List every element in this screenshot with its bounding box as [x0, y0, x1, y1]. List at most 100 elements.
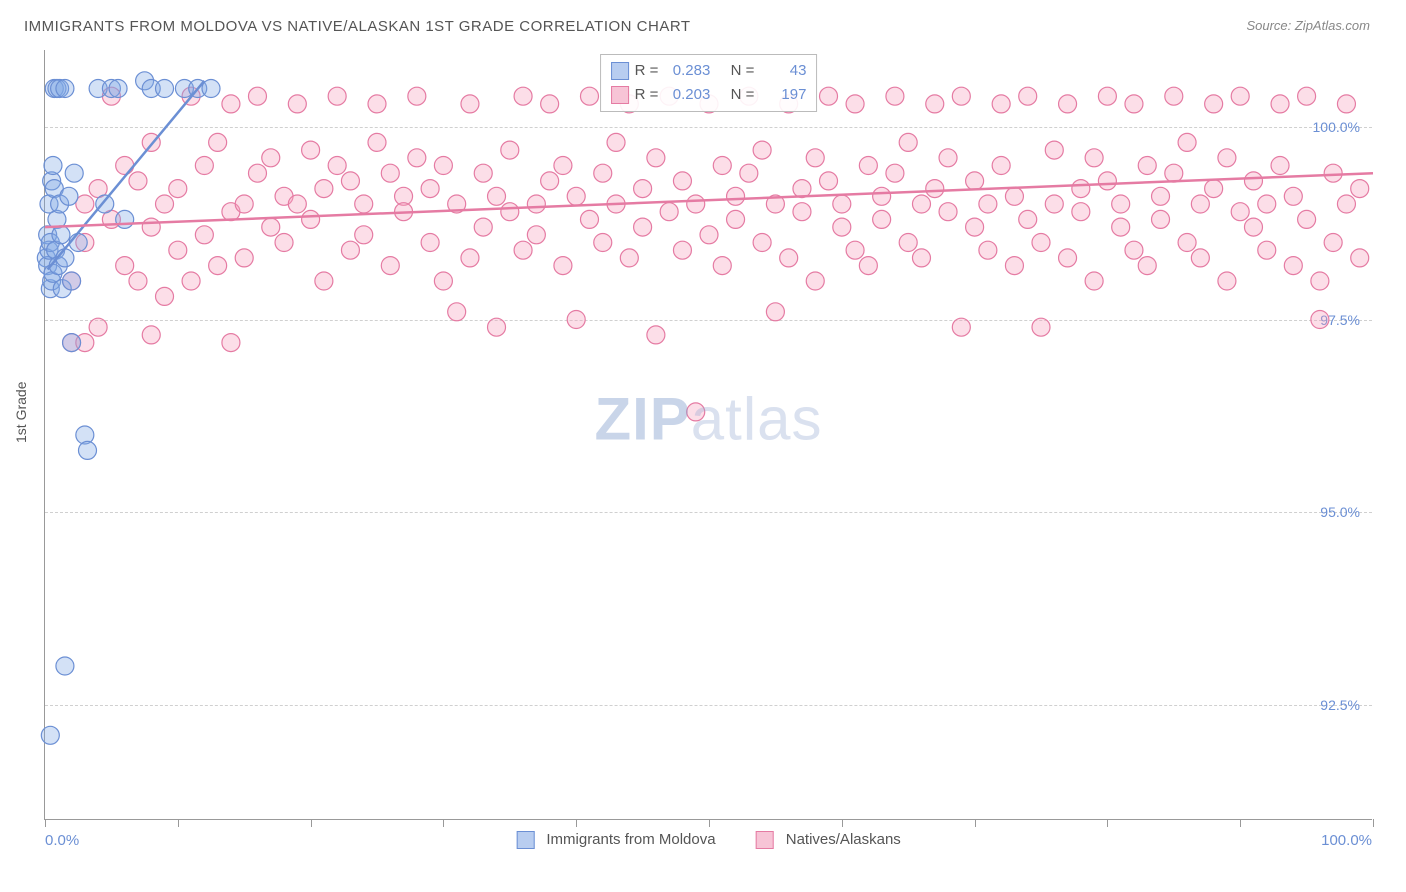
legend-label-natives: Natives/Alaskans — [786, 831, 901, 848]
legend-swatch-natives-icon — [756, 831, 774, 849]
source-link[interactable]: ZipAtlas.com — [1295, 18, 1370, 33]
data-point-natives — [1112, 218, 1130, 236]
data-point-moldova — [63, 272, 81, 290]
data-point-natives — [833, 218, 851, 236]
data-point-natives — [1284, 257, 1302, 275]
data-point-natives — [594, 164, 612, 182]
data-point-natives — [594, 234, 612, 252]
data-point-natives — [501, 141, 519, 159]
data-point-natives — [1059, 95, 1077, 113]
data-point-natives — [1284, 187, 1302, 205]
data-point-natives — [740, 164, 758, 182]
data-point-natives — [766, 303, 784, 321]
data-point-natives — [76, 195, 94, 213]
data-point-natives — [1112, 195, 1130, 213]
data-point-natives — [1218, 272, 1236, 290]
data-point-natives — [886, 87, 904, 105]
data-point-natives — [514, 87, 532, 105]
x-tick — [443, 819, 444, 827]
data-point-natives — [1032, 318, 1050, 336]
data-point-natives — [873, 187, 891, 205]
data-point-natives — [966, 172, 984, 190]
data-point-natives — [328, 157, 346, 175]
data-point-natives — [1191, 195, 1209, 213]
data-point-natives — [1298, 210, 1316, 228]
x-tick — [1240, 819, 1241, 827]
stat-r-moldova: 0.283 — [664, 59, 710, 83]
data-point-natives — [859, 257, 877, 275]
chart-title: IMMIGRANTS FROM MOLDOVA VS NATIVE/ALASKA… — [24, 18, 691, 35]
data-point-natives — [129, 172, 147, 190]
data-point-natives — [1138, 157, 1156, 175]
data-point-natives — [1258, 195, 1276, 213]
data-point-natives — [541, 95, 559, 113]
stat-r-natives: 0.203 — [664, 83, 710, 107]
data-point-natives — [926, 95, 944, 113]
data-point-natives — [1271, 95, 1289, 113]
stat-r-label: R = — [635, 59, 659, 83]
data-point-moldova — [41, 726, 59, 744]
data-point-natives — [448, 303, 466, 321]
chart-canvas — [45, 50, 1372, 819]
data-point-natives — [368, 133, 386, 151]
data-point-natives — [488, 318, 506, 336]
data-point-natives — [315, 180, 333, 198]
data-point-natives — [142, 218, 160, 236]
legend-item-natives: Natives/Alaskans — [756, 831, 901, 849]
data-point-natives — [580, 87, 598, 105]
data-point-natives — [1085, 272, 1103, 290]
data-point-natives — [979, 241, 997, 259]
data-point-natives — [116, 257, 134, 275]
x-tick — [311, 819, 312, 827]
stat-n-moldova: 43 — [760, 59, 806, 83]
data-point-natives — [421, 234, 439, 252]
data-point-natives — [833, 195, 851, 213]
data-point-natives — [1258, 241, 1276, 259]
data-point-natives — [209, 257, 227, 275]
data-point-natives — [687, 403, 705, 421]
data-point-natives — [554, 157, 572, 175]
data-point-natives — [1271, 157, 1289, 175]
data-point-natives — [873, 210, 891, 228]
data-point-natives — [408, 87, 426, 105]
data-point-natives — [1337, 95, 1355, 113]
x-tick — [45, 819, 46, 827]
data-point-moldova — [44, 157, 62, 175]
data-point-natives — [302, 141, 320, 159]
data-point-natives — [1085, 149, 1103, 167]
data-point-natives — [408, 149, 426, 167]
stat-r-label: R = — [635, 83, 659, 107]
data-point-natives — [514, 241, 532, 259]
x-tick — [178, 819, 179, 827]
data-point-natives — [1178, 133, 1196, 151]
data-point-natives — [341, 172, 359, 190]
data-point-natives — [1298, 87, 1316, 105]
data-point-natives — [222, 95, 240, 113]
data-point-natives — [1244, 218, 1262, 236]
source-label: Source: — [1246, 18, 1294, 33]
data-point-natives — [474, 218, 492, 236]
data-point-natives — [926, 180, 944, 198]
data-point-natives — [195, 157, 213, 175]
data-point-moldova — [96, 195, 114, 213]
data-point-natives — [169, 241, 187, 259]
data-point-natives — [1005, 187, 1023, 205]
data-point-natives — [647, 149, 665, 167]
data-point-natives — [1032, 234, 1050, 252]
data-point-natives — [753, 234, 771, 252]
data-point-natives — [912, 195, 930, 213]
data-point-natives — [647, 326, 665, 344]
data-point-moldova — [65, 164, 83, 182]
data-point-natives — [700, 226, 718, 244]
data-point-natives — [846, 241, 864, 259]
data-point-moldova — [78, 441, 96, 459]
stat-n-natives: 197 — [760, 83, 806, 107]
data-point-natives — [607, 133, 625, 151]
x-tick — [709, 819, 710, 827]
data-point-moldova — [109, 80, 127, 98]
data-point-natives — [248, 164, 266, 182]
data-point-natives — [381, 257, 399, 275]
stats-legend-box: R = 0.283 N = 43 R = 0.203 N = 197 — [600, 54, 818, 112]
data-point-natives — [288, 95, 306, 113]
data-point-natives — [381, 164, 399, 182]
